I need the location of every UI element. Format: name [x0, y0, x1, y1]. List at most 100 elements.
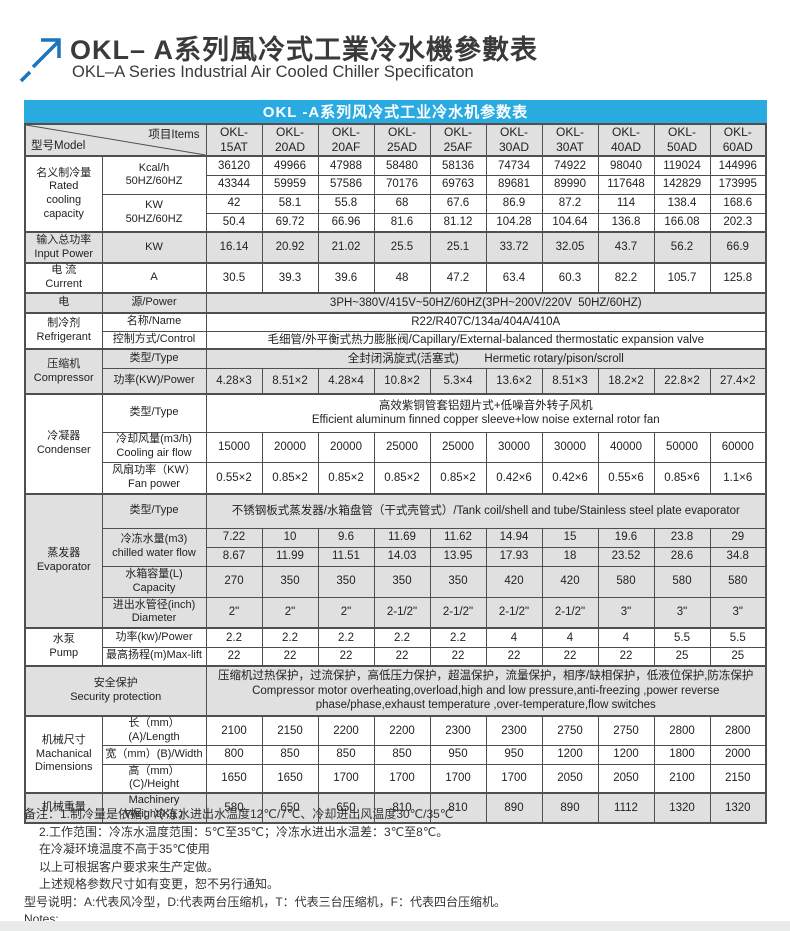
value-cell: 50000 — [653, 431, 711, 463]
value-cell: 8.67 — [205, 546, 263, 567]
value-cell: 890 — [485, 792, 543, 824]
value-cell: 22 — [597, 646, 655, 667]
section-label-rated-cooling: 名义制冷量 Rated cooling capacity — [24, 155, 103, 233]
table-row: 机械尺寸 Machanical Dimensions 长（mm）(A)/Leng… — [24, 715, 767, 794]
value-cell: OKL- 30AD — [485, 123, 543, 157]
table-row: 电 源/Power 3PH~380V/415V~50HZ/60HZ(3PH~20… — [24, 292, 767, 314]
value-cell: 117648 — [597, 174, 655, 195]
value-cell: 42 — [205, 193, 263, 214]
value-cell: 66.9 — [709, 231, 767, 264]
value-cell: 580 — [597, 565, 655, 598]
value-cell: OKL- 60AD — [709, 123, 767, 157]
value-cell: 650 — [317, 792, 375, 824]
value-cell: 0.85×2 — [429, 461, 487, 495]
value-cell: 81.6 — [373, 212, 431, 233]
corner-model-label: 型号Model — [31, 139, 86, 152]
note-line: 2.工作范围：冷冻水温度范围：5℃至35℃；冷冻水进出水温差：3℃至8℃。 — [39, 824, 449, 839]
value-cell: 420 — [485, 565, 543, 598]
item-label-length: 长（mm）(A)/Length — [101, 715, 207, 746]
value-cell: 74734 — [485, 155, 543, 176]
value-cell: 125.8 — [709, 262, 767, 294]
value-cell: 2750 — [597, 715, 655, 746]
section-label-security: 安全保护 Security protection — [24, 665, 207, 717]
value-evaporator-type: 不锈钢板式蒸发器/水箱盘管（干式壳管式）/Tank coil/shell and… — [205, 493, 767, 529]
value-cell: 89990 — [541, 174, 599, 195]
item-label-pump-power: 功率(kw)/Power — [101, 627, 207, 648]
item-label-cooling-air-flow: 冷却风量(m3/h) Cooling air flow — [101, 431, 207, 463]
item-label-current-unit: A — [101, 262, 207, 294]
value-cell: 4.28×4 — [317, 367, 375, 395]
value-cell: OKL- 20AD — [261, 123, 319, 157]
value-cell: 3" — [597, 596, 655, 629]
value-cell: 1200 — [597, 744, 655, 765]
table-row: 8.67 11.99 11.51 14.03 13.95 17.93 18 23.52 28.6… — [25, 546, 767, 567]
value-cell: 2" — [317, 596, 375, 629]
value-cell: 22.8×2 — [653, 367, 711, 395]
value-cell: 1700 — [317, 763, 375, 794]
note-line: 备注：1.制冷量是依据：冷冻水进出水温度12℃/7℃、冷却进出风温度30℃/35… — [24, 807, 454, 821]
value-cell: 59959 — [261, 174, 319, 195]
value-cell: 1320 — [709, 792, 767, 824]
value-cell: 8.51×3 — [541, 367, 599, 395]
spec-table: OKL -A系列风冷式工业冷水机参数表 型号Model 项目Items OKL-… — [24, 100, 767, 824]
value-cell: 580 — [653, 565, 711, 598]
value-cell: 144996 — [709, 155, 767, 176]
item-label-kw: KW 50HZ/60HZ — [101, 193, 207, 233]
value-cell: 3" — [709, 596, 767, 629]
value-cell: 22 — [541, 646, 599, 667]
value-cell: 0.55×6 — [597, 461, 655, 495]
value-cell: 114 — [597, 193, 655, 214]
value-cell: 2.2 — [373, 627, 431, 648]
value-cell: 5.3×4 — [429, 367, 487, 395]
item-label-evaporator-type: 类型/Type — [101, 493, 207, 529]
value-cell: 2150 — [709, 763, 767, 794]
table-banner: OKL -A系列风冷式工业冷水机参数表 — [24, 100, 767, 123]
value-cell: 89681 — [485, 174, 543, 195]
value-cell: 3" — [653, 596, 711, 629]
value-cell: 30000 — [541, 431, 599, 463]
spec-table-grid: 型号Model 项目Items OKL- 15AT OKL- 20AD OKL- 2… — [24, 123, 767, 824]
section-label-condenser: 冷凝器 Condenser — [24, 393, 103, 495]
value-cell: 49966 — [261, 155, 319, 176]
value-cell: 21.02 — [317, 231, 375, 264]
item-label-refrigerant-name: 名称/Name — [101, 312, 207, 332]
table-row: 宽（mm）(B)/Width 800 850 850 850 950 950 1200 120… — [25, 744, 767, 765]
value-cell: 18 — [541, 546, 599, 567]
value-cell: 2-1/2" — [373, 596, 431, 629]
value-cell: 11.62 — [429, 527, 487, 548]
value-cell: 950 — [485, 744, 543, 765]
value-cell: 23.8 — [653, 527, 711, 548]
section-label-dimensions: 机械尺寸 Machanical Dimensions — [24, 715, 103, 794]
value-cell: 2-1/2" — [429, 596, 487, 629]
corner-cell: 型号Model 项目Items — [24, 123, 207, 157]
value-cell: 350 — [429, 565, 487, 598]
value-cell: 69763 — [429, 174, 487, 195]
item-label-fan-power: 风扇功率（KW） Fan power — [101, 461, 207, 495]
value-cell: 47988 — [317, 155, 375, 176]
value-cell: 0.85×2 — [317, 461, 375, 495]
value-cell: 1650 — [261, 763, 319, 794]
value-cell: 2050 — [597, 763, 655, 794]
value-cell: OKL- 15AT — [205, 123, 263, 157]
value-cell: 2300 — [485, 715, 543, 746]
value-cell: 4 — [597, 627, 655, 648]
value-cell: 2.2 — [205, 627, 263, 648]
section-label-evaporator: 蒸发器 Evaporator — [24, 493, 103, 629]
section-label-weight: 机械重量 — [24, 792, 103, 824]
value-cell: 810 — [429, 792, 487, 824]
value-cell: 55.8 — [317, 193, 375, 214]
value-cell: 43344 — [205, 174, 263, 195]
value-cell: 350 — [373, 565, 431, 598]
bottom-strip — [0, 921, 790, 931]
table-row: 控制方式/Control 毛细管/外平衡式热力膨胀阀/Capillary/Ext… — [25, 330, 767, 350]
value-cell: 69.72 — [261, 212, 319, 233]
value-cell: 1112 — [597, 792, 655, 824]
value-cell: 168.6 — [709, 193, 767, 214]
section-label-current: 电 流 Current — [24, 262, 103, 294]
value-cell: 119024 — [653, 155, 711, 176]
value-cell: 0.42×6 — [485, 461, 543, 495]
page-subtitle: OKL–A Series Industrial Air Cooled Chill… — [72, 63, 474, 81]
value-cell: 58136 — [429, 155, 487, 176]
table-row: 冷凝器 Condenser 类型/Type 高效紫铜管套铝翅片式+低噪音外转子风… — [24, 393, 767, 495]
value-cell: 2150 — [261, 715, 319, 746]
